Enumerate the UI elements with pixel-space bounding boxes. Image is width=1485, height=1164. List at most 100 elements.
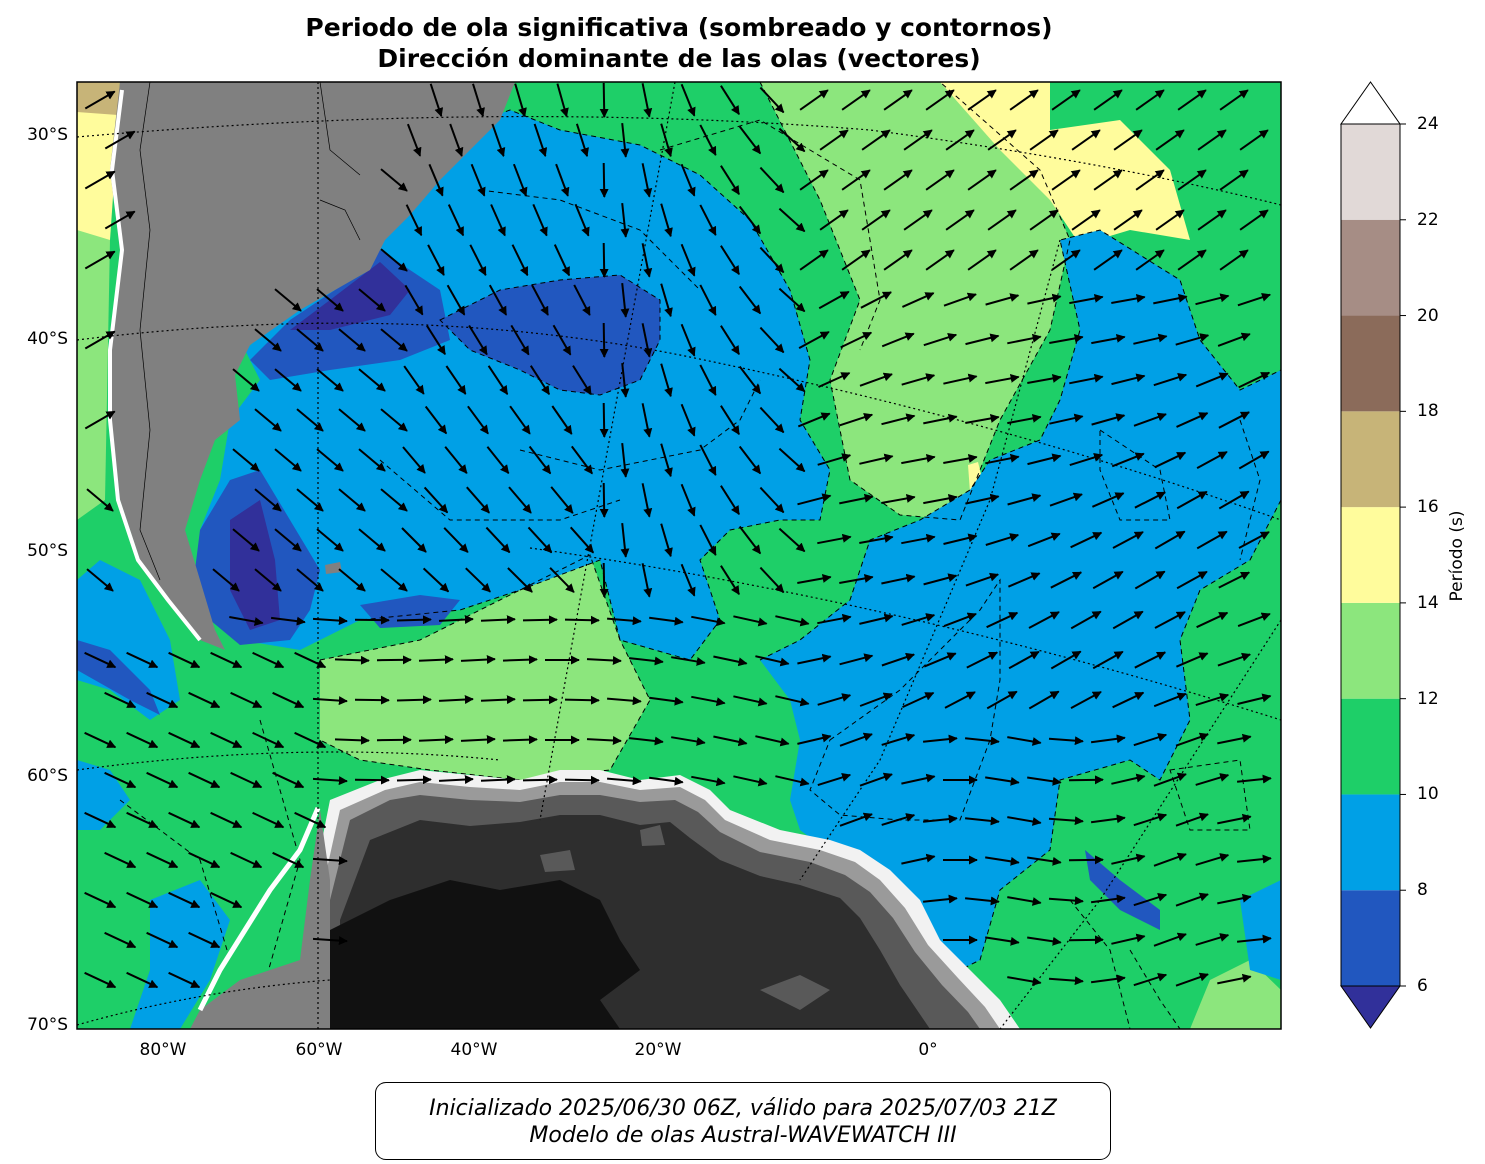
wave-vector-214 [486, 446, 510, 475]
wave-vector-133 [84, 330, 116, 350]
wave-vector-316 [522, 615, 558, 625]
wave-vector-36 [987, 129, 1017, 151]
wave-vector-294 [641, 563, 653, 598]
wave-vector-420 [188, 771, 221, 789]
wave-vector-494 [985, 936, 1020, 946]
wave-vector-367 [312, 696, 348, 706]
wave-vector-88 [380, 248, 408, 272]
wave-vector-441 [1068, 775, 1104, 785]
wave-vector-409 [881, 733, 916, 746]
wave-vector-408 [839, 732, 873, 747]
wave-vector-385 [1070, 691, 1102, 709]
wave-vector-52 [720, 165, 740, 196]
wave-vector-320 [691, 615, 726, 627]
wave-vector-289 [422, 567, 450, 593]
period-band-below-6-b [230, 500, 280, 630]
wave-vector-225 [943, 454, 978, 464]
wave-vector-96 [720, 245, 740, 276]
wave-vector-137 [380, 328, 408, 352]
wave-vector-278 [1070, 531, 1103, 549]
wave-vector-254 [1092, 492, 1125, 508]
wave-vector-309 [229, 616, 264, 626]
wave-vector-436 [859, 772, 893, 787]
wave-vector-143 [641, 323, 653, 358]
wave-vector-333 [1237, 612, 1271, 628]
wave-vector-305 [1092, 570, 1124, 590]
colorbar-tick-label: 8 [1417, 880, 1428, 901]
wave-vector-44 [380, 168, 408, 192]
wave-vector-98 [799, 249, 829, 271]
period-band-8-10-southwest [130, 880, 230, 1029]
wave-vector-119 [699, 284, 717, 316]
wave-vector-51 [680, 163, 696, 197]
wave-vector-127 [1027, 293, 1062, 305]
wave-vector-343 [460, 655, 496, 665]
wave-vector-488 [1217, 893, 1252, 905]
wave-vector-220 [738, 445, 762, 475]
wave-vector-196 [759, 406, 785, 434]
wave-vector-262 [401, 527, 427, 553]
lon-label-20w: 20°W [634, 1040, 682, 1060]
wave-vector-146 [759, 326, 785, 354]
wave-vector-321 [733, 615, 768, 627]
wave-vector-105 [1093, 249, 1123, 271]
wave-vector-363 [146, 691, 179, 709]
wave-vector-422 [272, 771, 305, 789]
wave-vector-30 [738, 125, 762, 155]
wave-vector-165 [529, 365, 551, 396]
wave-vector-144 [680, 323, 696, 357]
wave-vector-389 [1237, 693, 1272, 705]
wave-vector-125 [943, 292, 977, 307]
wave-vector-187 [380, 408, 408, 432]
wave-vector-423 [312, 776, 348, 786]
wave-vector-372 [522, 695, 558, 705]
wave-vector-275 [943, 533, 978, 545]
lat-label-50s: 50°S [27, 541, 68, 561]
wave-vector-269 [699, 524, 717, 556]
wave-vector-164 [487, 365, 509, 395]
wave-vector-307 [1176, 570, 1208, 590]
wave-vector-234 [254, 488, 282, 512]
antarctica-ice-patches [540, 825, 830, 1010]
wave-vector-114 [488, 284, 508, 316]
wave-vector-466 [272, 851, 305, 869]
wave-vector-382 [944, 691, 976, 709]
wave-vector-291 [507, 567, 533, 593]
period-band-14-16-northeast [940, 82, 1190, 245]
wave-vector-296 [720, 565, 740, 596]
wave-vector-503 [168, 971, 201, 989]
wave-vector-151 [965, 333, 1000, 346]
period-band-8-10-west-lower [77, 760, 130, 830]
wave-vector-306 [1134, 570, 1166, 590]
colorbar-band-0 [1341, 890, 1400, 986]
wave-vector-7 [680, 83, 696, 117]
wave-vector-57 [925, 169, 955, 191]
wave-vector-425 [396, 775, 432, 785]
wave-vector-310 [270, 616, 306, 626]
wave-vector-431 [649, 776, 684, 786]
wave-vector-398 [418, 735, 454, 745]
wave-vector-258 [232, 528, 260, 552]
wave-vector-112 [404, 284, 424, 316]
wave-vector-391 [126, 731, 159, 749]
colorbar-band-1 [1341, 794, 1400, 891]
wave-vector-498 [1153, 932, 1187, 947]
lon-label-80w: 80°W [139, 1040, 187, 1060]
wave-vector-451 [294, 811, 327, 829]
wave-vector-480 [210, 891, 243, 909]
wave-vector-140 [510, 324, 530, 356]
wave-vector-433 [733, 775, 768, 787]
wave-vector-190 [509, 405, 531, 435]
wave-vector-350 [755, 655, 790, 667]
wave-vector-251 [965, 493, 1000, 505]
wave-vector-301 [923, 573, 958, 586]
wave-vector-256 [1176, 490, 1208, 510]
wave-vector-13 [925, 89, 955, 111]
wave-vector-413 [1048, 736, 1084, 746]
wave-vector-210 [316, 448, 344, 472]
wave-vector-160 [316, 368, 344, 392]
wave-vector-40 [1155, 129, 1185, 151]
wave-vector-356 [1008, 650, 1040, 670]
wave-vector-491 [188, 931, 221, 949]
wave-vector-462 [104, 851, 137, 869]
